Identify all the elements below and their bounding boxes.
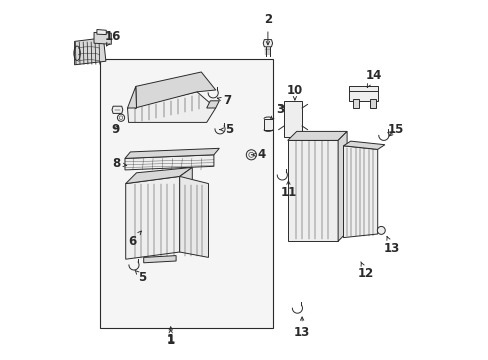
Polygon shape bbox=[263, 40, 272, 47]
Polygon shape bbox=[206, 101, 219, 108]
Polygon shape bbox=[135, 72, 215, 108]
Polygon shape bbox=[352, 99, 358, 108]
Text: 12: 12 bbox=[357, 262, 373, 280]
Circle shape bbox=[119, 116, 122, 120]
Text: 7: 7 bbox=[217, 94, 231, 107]
Text: 13: 13 bbox=[293, 317, 309, 339]
Polygon shape bbox=[348, 86, 377, 101]
Polygon shape bbox=[179, 167, 192, 252]
Polygon shape bbox=[97, 30, 106, 35]
Text: 10: 10 bbox=[286, 84, 303, 100]
Polygon shape bbox=[94, 32, 111, 44]
Text: 3: 3 bbox=[270, 103, 283, 120]
Text: 5: 5 bbox=[219, 123, 233, 136]
Polygon shape bbox=[127, 86, 136, 108]
Text: 4: 4 bbox=[251, 148, 265, 161]
Text: 5: 5 bbox=[135, 270, 146, 284]
Text: 14: 14 bbox=[365, 69, 381, 87]
Text: 1: 1 bbox=[166, 333, 174, 346]
Circle shape bbox=[377, 226, 385, 234]
Polygon shape bbox=[143, 256, 176, 263]
Polygon shape bbox=[112, 106, 122, 113]
Text: 16: 16 bbox=[104, 30, 121, 46]
Polygon shape bbox=[75, 38, 106, 65]
Circle shape bbox=[248, 152, 253, 157]
Polygon shape bbox=[284, 101, 302, 137]
Polygon shape bbox=[337, 131, 346, 241]
Polygon shape bbox=[343, 141, 384, 149]
Polygon shape bbox=[264, 119, 272, 130]
Text: 8: 8 bbox=[112, 157, 126, 170]
Circle shape bbox=[246, 150, 256, 160]
Circle shape bbox=[117, 114, 124, 121]
Polygon shape bbox=[125, 167, 192, 184]
Text: 6: 6 bbox=[128, 231, 141, 248]
Text: 9: 9 bbox=[111, 123, 120, 136]
Text: 11: 11 bbox=[280, 180, 296, 199]
Polygon shape bbox=[369, 99, 375, 108]
Text: 2: 2 bbox=[264, 13, 271, 45]
Text: 13: 13 bbox=[383, 237, 399, 255]
Polygon shape bbox=[125, 148, 219, 158]
Polygon shape bbox=[287, 131, 346, 140]
Bar bbox=[101, 59, 272, 328]
Text: 15: 15 bbox=[386, 123, 403, 136]
Polygon shape bbox=[125, 176, 179, 259]
Polygon shape bbox=[287, 140, 337, 241]
Polygon shape bbox=[343, 146, 377, 238]
Polygon shape bbox=[179, 176, 208, 257]
Text: 1: 1 bbox=[166, 327, 174, 347]
Polygon shape bbox=[127, 92, 215, 122]
Polygon shape bbox=[125, 155, 213, 170]
